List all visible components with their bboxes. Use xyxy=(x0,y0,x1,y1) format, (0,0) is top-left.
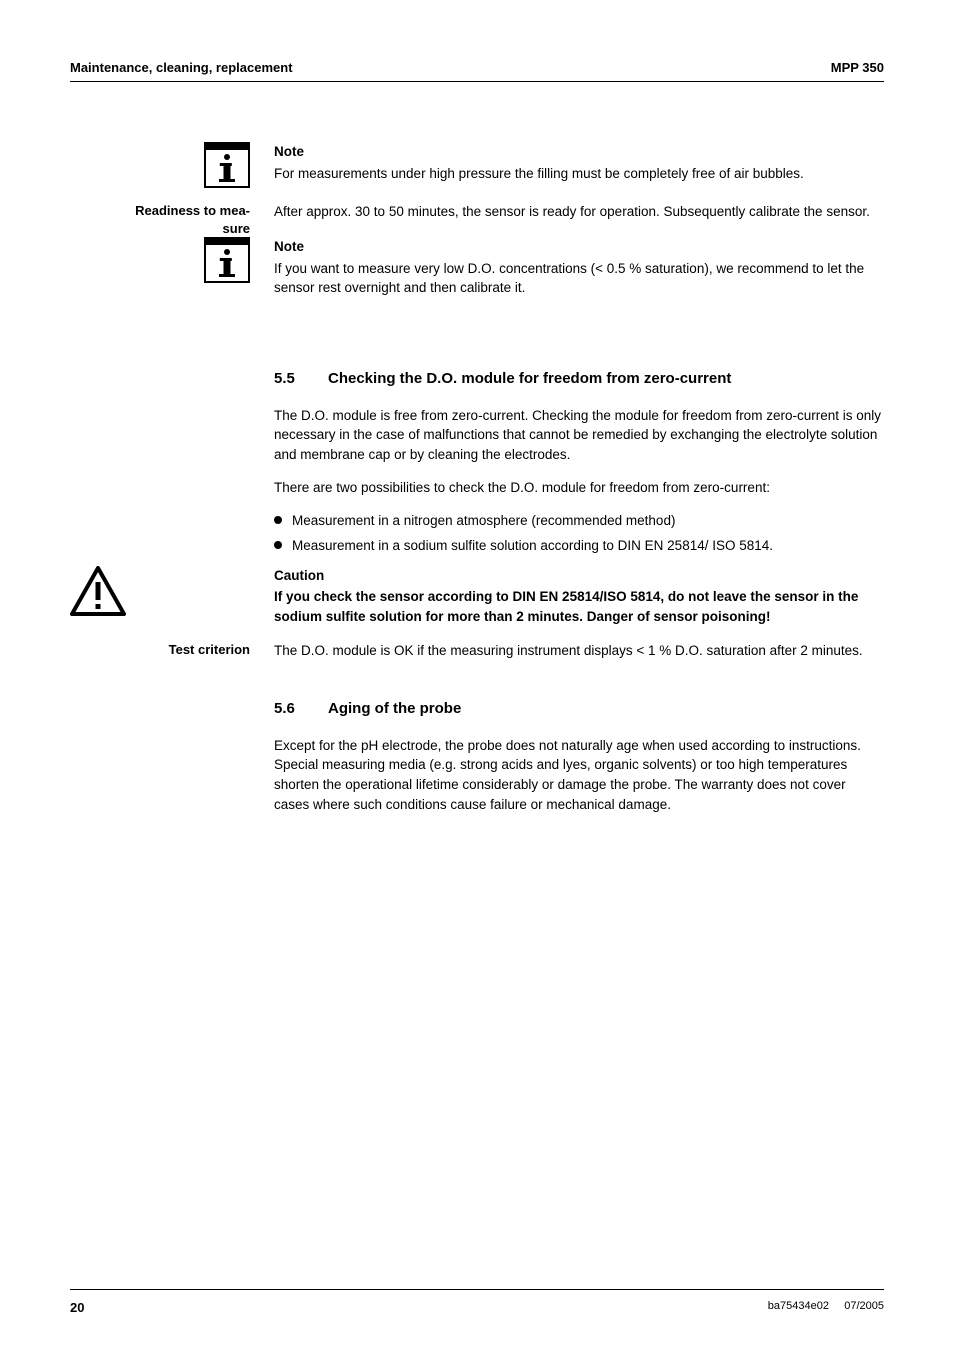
readiness-block: Readiness to mea- sure After approx. 30 … xyxy=(70,202,884,237)
caution-block: Caution If you check the sensor accordin… xyxy=(70,566,884,627)
section-number: 5.5 xyxy=(274,368,304,390)
readiness-text: After approx. 30 to 50 minutes, the sens… xyxy=(274,202,884,237)
caution-text: If you check the sensor according to DIN… xyxy=(274,587,884,626)
paragraph: The D.O. module is free from zero-curren… xyxy=(274,406,884,465)
side-label-readiness-2: sure xyxy=(70,220,250,238)
bullet-list: Measurement in a nitrogen atmosphere (re… xyxy=(274,511,884,556)
caution-label: Caution xyxy=(274,566,884,586)
note-label: Note xyxy=(274,142,884,162)
footer-meta: ba75434e02 07/2005 xyxy=(768,1300,884,1315)
running-header: Maintenance, cleaning, replacement MPP 3… xyxy=(70,60,884,81)
list-item: Measurement in a sodium sulfite solution… xyxy=(274,536,884,556)
section-number: 5.6 xyxy=(274,698,304,720)
paragraph: There are two possibilities to check the… xyxy=(274,478,884,498)
test-criterion-text: The D.O. module is OK if the measuring i… xyxy=(274,641,884,661)
note-block-1: Note For measurements under high pressur… xyxy=(70,142,884,188)
section-title: Aging of the probe xyxy=(328,698,461,720)
section-5-5: 5.5 Checking the D.O. module for freedom… xyxy=(70,358,884,566)
section-5-6: 5.6 Aging of the probe Except for the pH… xyxy=(70,688,884,828)
list-item: Measurement in a nitrogen atmosphere (re… xyxy=(274,511,884,531)
footer-date: 07/2005 xyxy=(844,1300,884,1312)
footer-rule xyxy=(70,1289,884,1290)
section-heading: 5.6 Aging of the probe xyxy=(274,698,884,720)
note-text: If you want to measure very low D.O. con… xyxy=(274,259,884,298)
side-label-test: Test criterion xyxy=(70,641,250,661)
note-text: For measurements under high pressure the… xyxy=(274,164,884,184)
info-icon xyxy=(204,142,250,188)
header-right: MPP 350 xyxy=(831,60,884,75)
warning-icon xyxy=(70,566,250,616)
note-block-2: Note If you want to measure very low D.O… xyxy=(70,237,884,298)
footer-code: ba75434e02 xyxy=(768,1300,829,1312)
note-label: Note xyxy=(274,237,884,257)
test-criterion-block: Test criterion The D.O. module is OK if … xyxy=(70,641,884,661)
page-number: 20 xyxy=(70,1300,84,1315)
header-left: Maintenance, cleaning, replacement xyxy=(70,60,293,75)
running-footer: 20 ba75434e02 07/2005 xyxy=(70,1289,884,1315)
header-rule xyxy=(70,81,884,82)
section-heading: 5.5 Checking the D.O. module for freedom… xyxy=(274,368,884,390)
side-label-readiness-1: Readiness to mea- xyxy=(70,202,250,220)
section-title: Checking the D.O. module for freedom fro… xyxy=(328,368,731,390)
info-icon xyxy=(204,237,250,283)
paragraph: Except for the pH electrode, the probe d… xyxy=(274,736,884,814)
